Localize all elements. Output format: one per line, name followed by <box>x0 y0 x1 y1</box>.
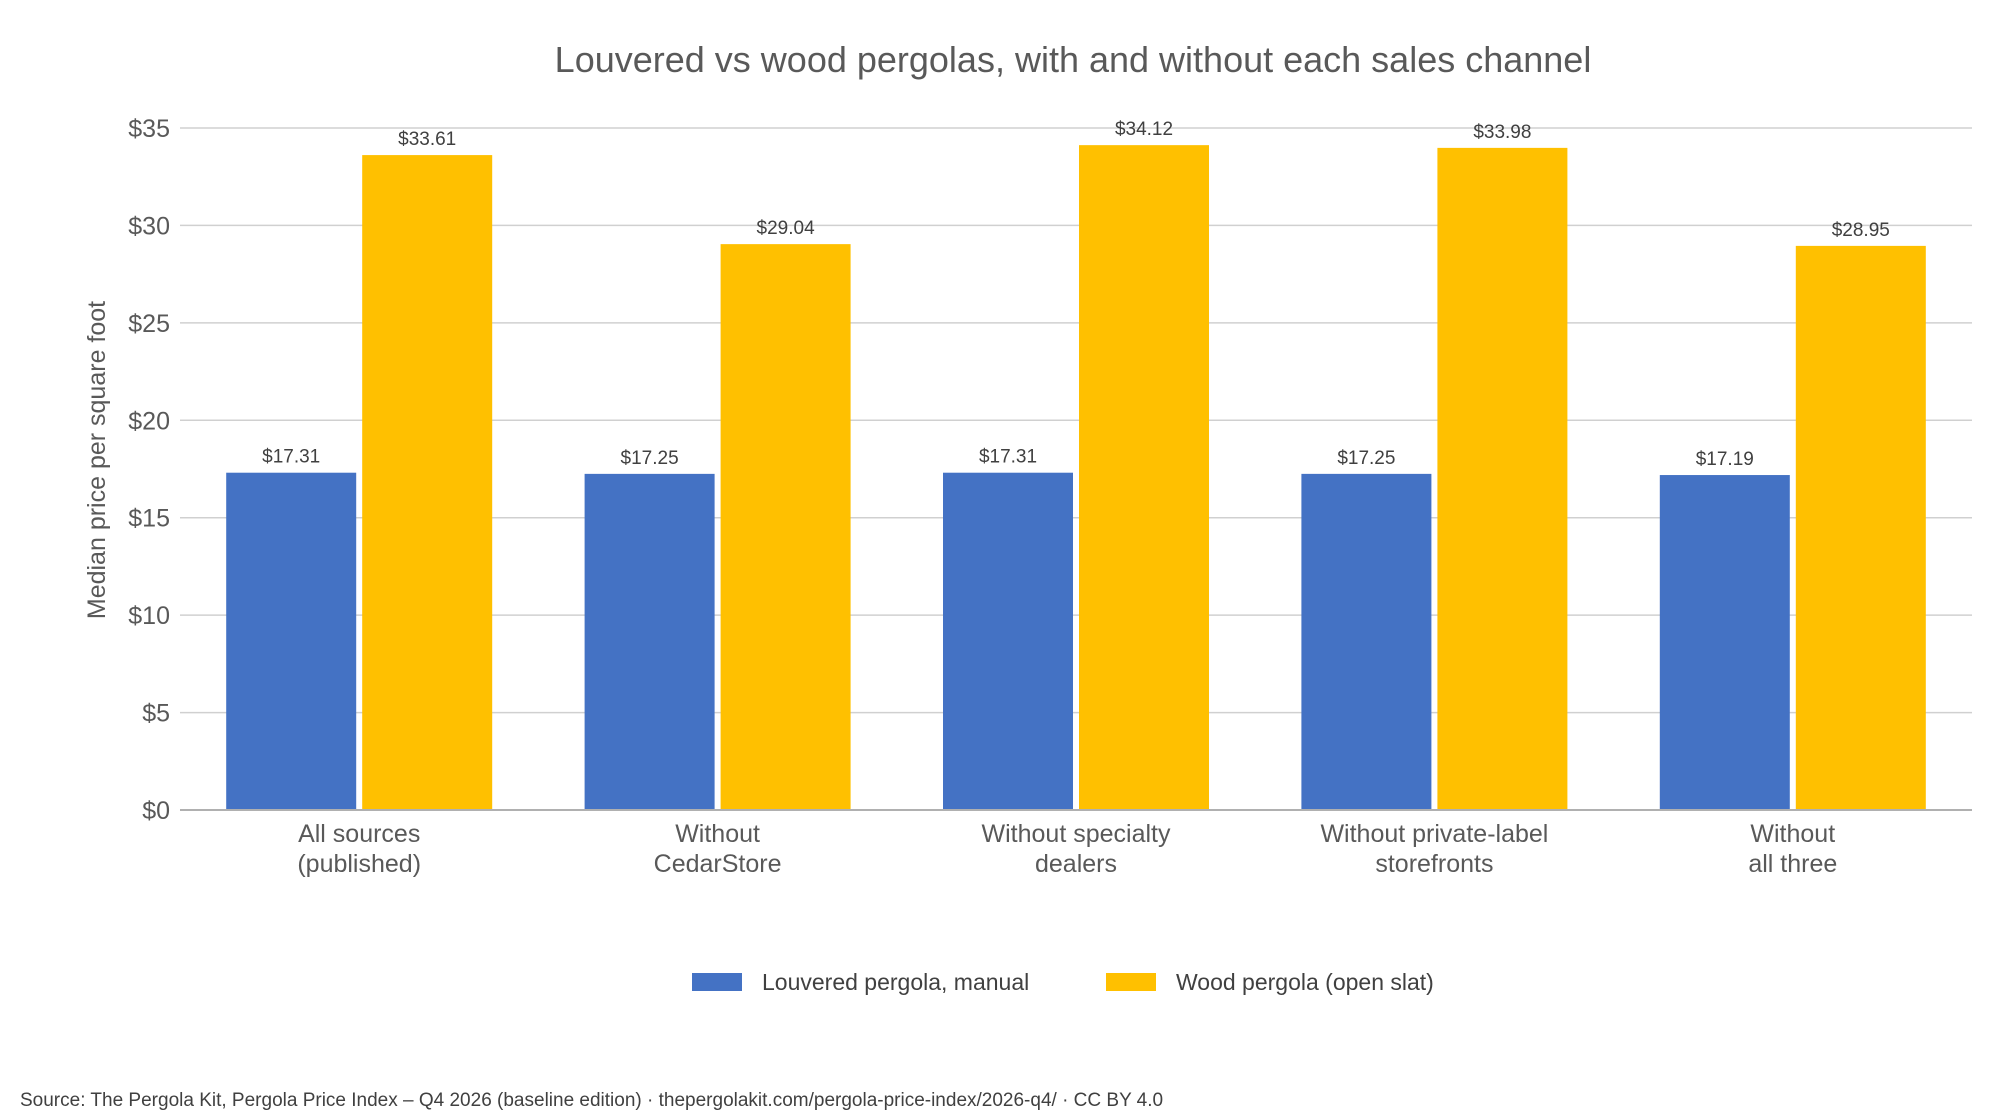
x-category-label: Without <box>1750 820 1835 848</box>
y-tick-label: $30 <box>128 212 170 240</box>
legend-label: Wood pergola (open slat) <box>1176 969 1434 995</box>
bar <box>226 472 357 810</box>
y-tick-label: $0 <box>142 797 170 825</box>
x-category-label: all three <box>1748 850 1837 878</box>
x-axis-categories: All sources(published)WithoutCedarStoreW… <box>297 820 1837 878</box>
x-category-label: Without <box>675 820 760 848</box>
bar <box>1437 147 1568 810</box>
x-category-label: storefronts <box>1375 850 1493 878</box>
data-label: $17.31 <box>979 447 1037 468</box>
legend-label: Louvered pergola, manual <box>762 969 1029 995</box>
y-tick-label: $35 <box>128 115 170 143</box>
y-tick-label: $15 <box>128 505 170 533</box>
y-tick-label: $25 <box>128 310 170 338</box>
bar <box>943 472 1073 810</box>
data-label: $33.61 <box>398 129 456 150</box>
y-axis-label: Median price per square foot <box>83 301 111 619</box>
bars <box>226 145 1926 811</box>
bar <box>1795 245 1926 811</box>
data-label: $17.31 <box>262 447 320 468</box>
data-label: $34.12 <box>1115 119 1173 140</box>
bar <box>1079 145 1209 810</box>
x-category-label: All sources <box>298 820 420 848</box>
bar <box>1301 473 1432 810</box>
legend-swatch <box>1106 973 1156 991</box>
bar <box>720 244 851 810</box>
y-axis-ticks: $0 $5 $10 $15 $20 $25 $30 $35 <box>128 115 170 825</box>
data-label: $33.98 <box>1473 122 1531 143</box>
source-note: Source: The Pergola Kit, Pergola Price I… <box>20 1090 1163 1111</box>
bar <box>584 473 715 810</box>
x-category-label: (published) <box>297 850 421 878</box>
x-category-label: Without private-label <box>1320 820 1548 848</box>
data-label: $28.95 <box>1832 220 1890 241</box>
x-category-label: CedarStore <box>654 850 782 878</box>
bar <box>362 155 493 810</box>
x-category-label: dealers <box>1035 850 1117 878</box>
y-tick-label: $20 <box>128 407 170 435</box>
data-labels: $17.31 $33.61 $17.25 $29.04 $17.31 $34.12 $17.… <box>262 119 1890 470</box>
data-label: $29.04 <box>757 218 816 239</box>
legend: Louvered pergola, manual Wood pergola (op… <box>692 969 1434 995</box>
bar <box>1659 475 1790 810</box>
chart-title: Louvered vs wood pergolas, with and with… <box>555 39 1592 80</box>
data-label: $17.25 <box>621 448 679 469</box>
x-category-label: Without specialty <box>982 820 1171 848</box>
y-tick-label: $5 <box>142 700 170 728</box>
data-label: $17.19 <box>1696 449 1754 470</box>
y-tick-label: $10 <box>128 602 170 630</box>
data-label: $17.25 <box>1337 448 1395 469</box>
legend-swatch <box>692 973 742 991</box>
